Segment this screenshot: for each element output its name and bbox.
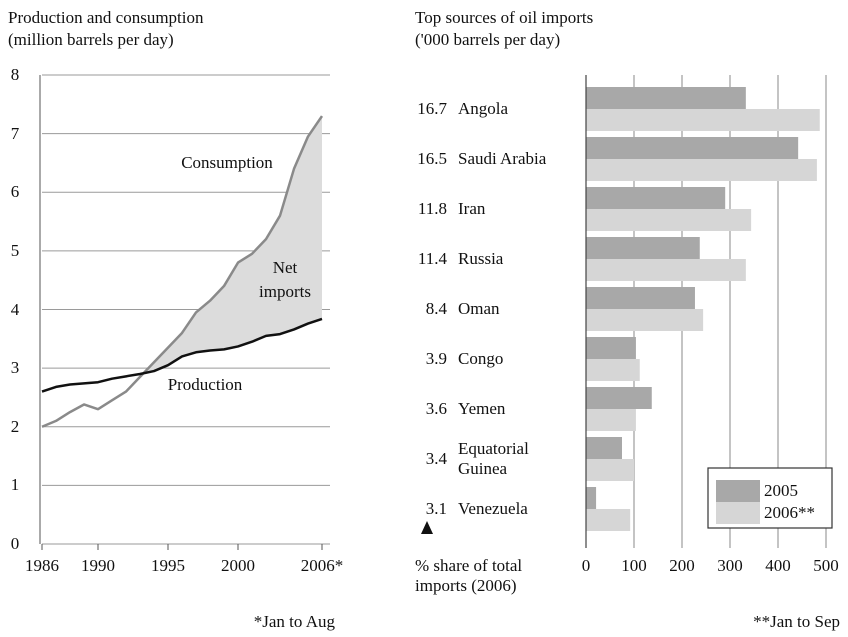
x-tick-label: 0 — [581, 556, 591, 575]
x-tick-label: 1990 — [81, 556, 115, 575]
bar — [586, 337, 636, 359]
share-label: 11.4 — [417, 249, 447, 268]
category-label: Venezuela — [458, 499, 528, 518]
legend-label: 2005 — [764, 481, 798, 500]
bar — [586, 237, 700, 259]
bar — [586, 509, 631, 531]
share-label: 16.5 — [417, 149, 447, 168]
bar — [586, 387, 652, 409]
y-tick-label: 8 — [10, 65, 20, 84]
bar — [586, 259, 746, 281]
x-tick-label: 300 — [717, 556, 743, 575]
y-tick-label: 3 — [10, 358, 20, 378]
bar — [586, 309, 704, 331]
chart-title: Production and consumption — [8, 8, 204, 27]
chart-title: Top sources of oil imports — [415, 8, 594, 27]
category-label: Iran — [458, 199, 486, 218]
bar — [586, 437, 622, 459]
y-tick-label: 6 — [10, 182, 20, 202]
x-tick-label: 100 — [621, 556, 647, 575]
share-caption: % share of total imports (2006) — [415, 556, 523, 595]
y-tick-label: 1 — [10, 475, 20, 495]
annotation: Consumption — [181, 153, 273, 172]
bar — [586, 487, 597, 509]
share-arrow — [421, 521, 433, 534]
net-imports-area — [42, 116, 322, 392]
bar — [586, 109, 820, 131]
share-label: 8.4 — [425, 299, 447, 318]
bar — [586, 459, 634, 481]
category-label: Russia — [458, 249, 504, 268]
share-label: 3.4 — [425, 449, 447, 468]
y-tick-label: 7 — [10, 123, 20, 143]
bar — [586, 209, 752, 231]
bar — [586, 409, 636, 431]
annotation: Production — [167, 375, 243, 394]
share-label: 11.8 — [417, 199, 447, 218]
category-label: Congo — [458, 349, 504, 368]
series-line — [41, 115, 324, 428]
category-label: Yemen — [458, 399, 506, 418]
chart-subtitle: (million barrels per day) — [8, 30, 174, 49]
legend-swatch — [716, 502, 760, 524]
share-label: 3.9 — [425, 349, 447, 368]
chart-subtitle: ('000 barrels per day) — [415, 30, 561, 49]
y-tick-label: 5 — [10, 240, 20, 260]
x-tick-label: 1995 — [151, 556, 185, 575]
bar — [586, 137, 799, 159]
x-tick-label: 400 — [765, 556, 791, 575]
category-label: Saudi Arabia — [458, 149, 547, 168]
x-tick-label: 200 — [669, 556, 695, 575]
share-label: 16.7 — [417, 99, 447, 118]
footnote: *Jan to Aug — [253, 612, 335, 631]
category-label: Oman — [458, 299, 500, 318]
y-tick-label: 0 — [10, 534, 20, 553]
category-label: Equatorial Guinea — [458, 439, 529, 478]
x-tick-label: 1986 — [25, 556, 59, 575]
legend-swatch — [716, 480, 760, 502]
x-tick-label: 2000 — [221, 556, 255, 575]
share-label: 3.6 — [425, 399, 447, 418]
annotation: Net imports — [259, 258, 311, 301]
share-label: 3.1 — [425, 499, 447, 518]
series-line — [41, 317, 323, 393]
bar — [586, 87, 746, 109]
category-label: Angola — [458, 99, 509, 118]
y-tick-label: 4 — [10, 299, 20, 319]
bar — [586, 359, 640, 381]
bar — [586, 159, 817, 181]
legend-label: 2006** — [764, 503, 815, 522]
footnote: **Jan to Sep — [753, 612, 840, 631]
y-tick-label: 2 — [10, 416, 20, 436]
x-tick-label: 500 — [813, 556, 839, 575]
bar — [586, 187, 726, 209]
bar — [586, 287, 695, 309]
x-tick-label: 2006* — [300, 556, 344, 575]
